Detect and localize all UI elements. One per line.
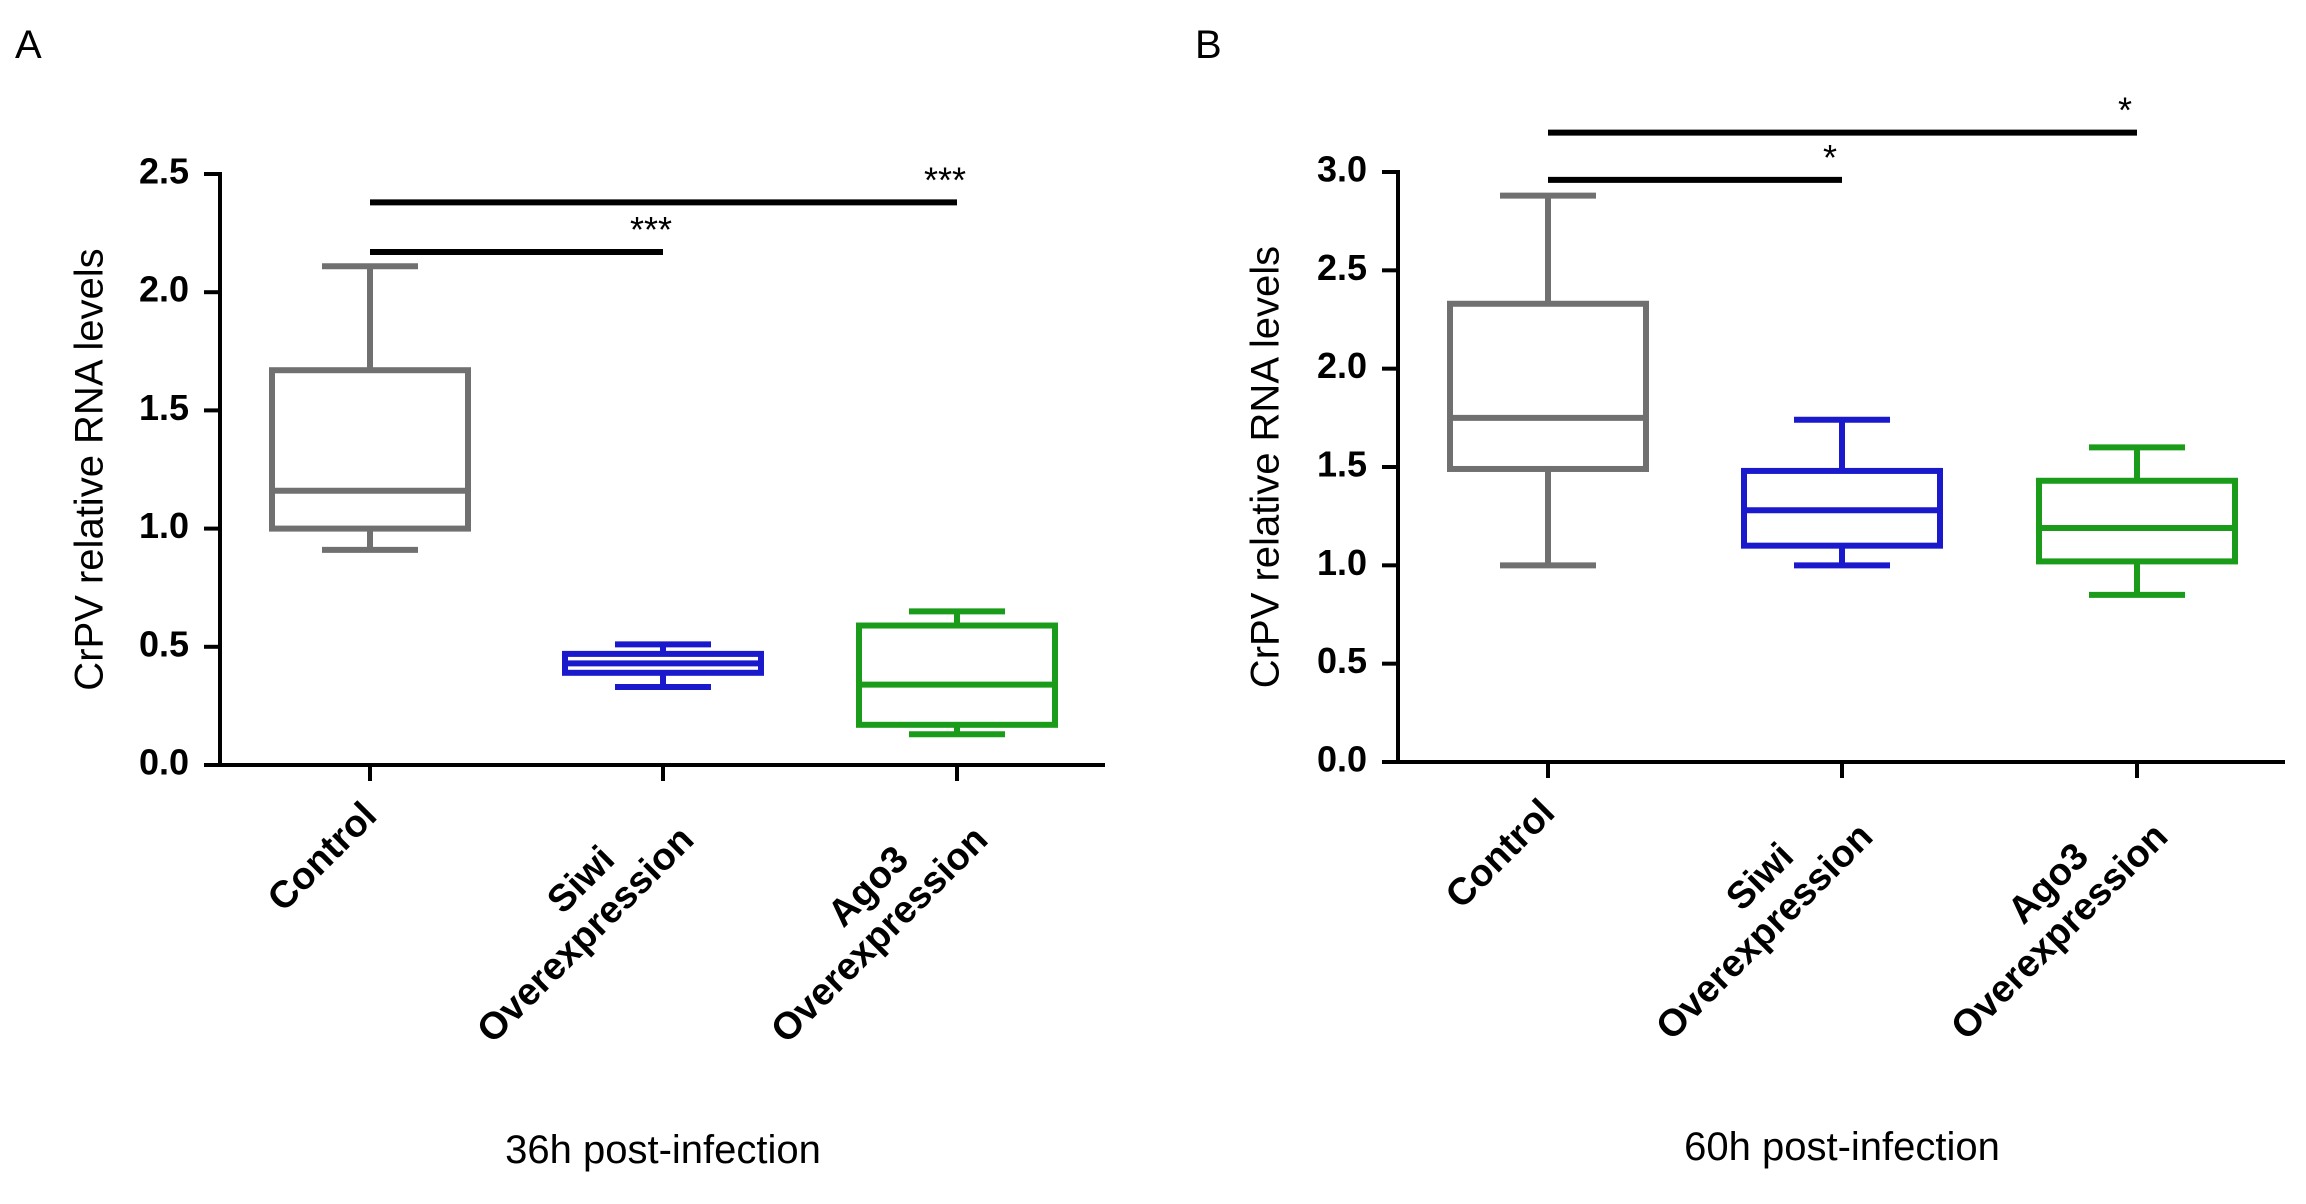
y-axis-label: CrPV relative RNA levels [1244, 246, 1288, 688]
box-2 [2036, 444, 2238, 598]
panel-letter: A [15, 23, 42, 67]
box-1 [1741, 416, 1943, 569]
y-tick-label: 2.5 [1317, 247, 1367, 288]
category-line1: Control [1438, 791, 1563, 916]
panel-a: A CrPV relative RNA levels 0.0 0.5 1.0 1.5 2.0… [15, 23, 1105, 1172]
y-tick-label: 0.5 [1317, 640, 1367, 681]
y-tick-label: 1.5 [1317, 444, 1367, 485]
box-1 [562, 641, 764, 690]
iqr-box [2036, 477, 2238, 565]
significance-label: *** [924, 159, 966, 200]
y-tick-label: 0.0 [139, 742, 189, 783]
panel-b: B CrPV relative RNA levels 0.0 0.5 1.0 1.5 2.0… [1195, 23, 2285, 1169]
box-0 [269, 263, 471, 553]
significance-label: *** [630, 209, 672, 250]
box-0 [1447, 192, 1649, 569]
significance-label: * [1823, 137, 1837, 178]
iqr-box [1447, 300, 1649, 472]
y-tick-label: 1.5 [139, 387, 189, 428]
y-tick-label: 2.0 [1317, 345, 1367, 386]
panel-letter: B [1195, 23, 1222, 67]
y-tick-label: 1.0 [1317, 542, 1367, 583]
significance-label: * [2118, 90, 2132, 131]
category-line1: Control [260, 794, 385, 919]
y-tick-label: 1.0 [139, 505, 189, 546]
iqr-box [269, 367, 471, 532]
panel-caption: 60h post-infection [1684, 1125, 2000, 1169]
y-tick-label: 2.0 [139, 269, 189, 310]
y-tick-label: 0.5 [139, 623, 189, 664]
iqr-box [856, 622, 1058, 728]
panel-caption: 36h post-infection [505, 1128, 821, 1172]
y-tick-label: 2.5 [139, 151, 189, 192]
x-category-label: Control [260, 794, 385, 919]
x-category-label: Control [1438, 791, 1563, 916]
box-2 [856, 608, 1058, 738]
y-tick-label: 0.0 [1317, 739, 1367, 780]
y-axis-label: CrPV relative RNA levels [68, 248, 112, 690]
y-tick-label: 3.0 [1317, 149, 1367, 190]
